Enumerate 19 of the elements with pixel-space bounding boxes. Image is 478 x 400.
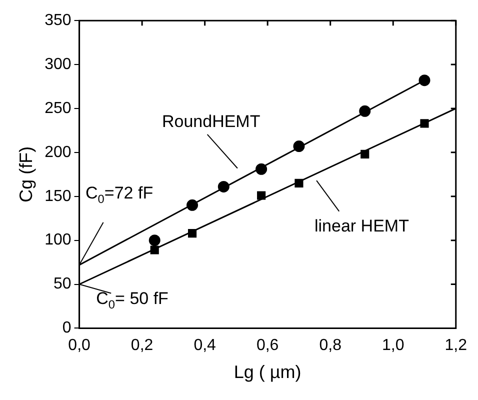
y-tick-label: 300 — [44, 56, 72, 73]
annotation: RoundHEMT — [162, 112, 260, 131]
y-axis-title: Cg (fF) — [16, 146, 36, 202]
x-tick-label: 0,2 — [130, 337, 154, 354]
y-tick-label: 150 — [44, 188, 72, 205]
x-axis-title: Lg ( µm) — [234, 362, 302, 382]
x-tick-label: 1,0 — [382, 337, 404, 354]
annotation: linear HEMT — [314, 216, 409, 236]
y-tick-label: 50 — [54, 276, 72, 293]
x-tick-label: 0,0 — [68, 337, 91, 354]
y-tick-label: 350 — [44, 12, 72, 30]
x-tick-label: 0,6 — [256, 337, 279, 354]
y-tick-label: 100 — [44, 232, 72, 249]
x-tick-label: 0,8 — [319, 337, 342, 354]
y-tick-label: 250 — [44, 100, 72, 117]
x-tick-label: 1,2 — [444, 337, 468, 354]
x-tick-label: 0,4 — [194, 337, 216, 354]
y-tick-label: 200 — [44, 144, 72, 161]
y-tick-label: 0 — [62, 320, 72, 337]
